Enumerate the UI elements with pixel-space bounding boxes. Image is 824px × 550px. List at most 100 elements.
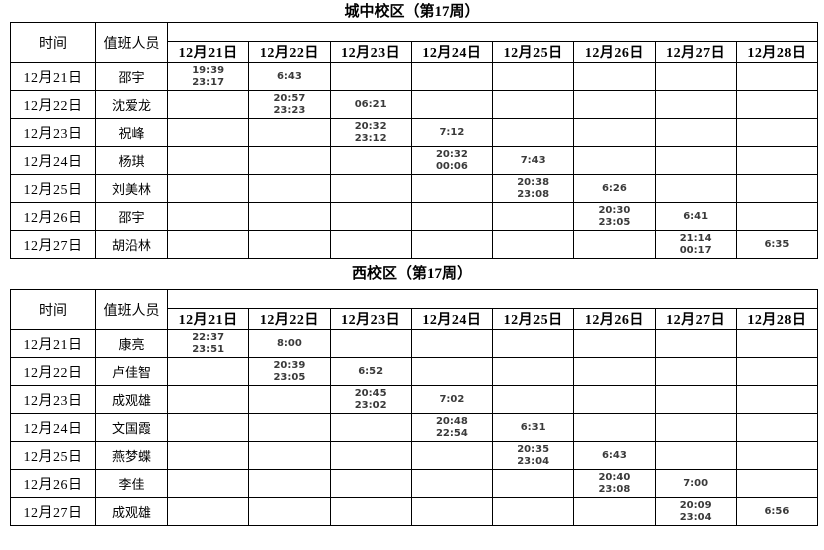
duty-row: 12月21日 邵宇 19:39 23:17 6:43 xyxy=(10,62,819,91)
person-cell: 成观雄 xyxy=(95,497,168,526)
empty-cell xyxy=(410,441,494,470)
empty-cell xyxy=(573,385,656,414)
empty-cell xyxy=(248,497,331,526)
empty-cell xyxy=(654,385,737,414)
empty-cell xyxy=(410,230,494,259)
empty-cell xyxy=(491,118,575,147)
empty-cell xyxy=(735,469,819,498)
time-cell: 6:56 xyxy=(735,497,819,526)
date-column-header: 12月25日 xyxy=(491,41,575,63)
duty-row: 12月26日 邵宇 20:30 23:05 6:41 xyxy=(10,202,819,231)
duty-row: 12月21日 康亮 22:37 23:51 8:00 xyxy=(10,329,819,358)
date-column-header: 12月23日 xyxy=(329,41,412,63)
person-column-header: 值班人员 xyxy=(95,289,168,330)
time-cell: 6:41 xyxy=(654,202,737,231)
time-cell: 20:30 23:05 xyxy=(573,202,656,231)
empty-cell xyxy=(329,441,412,470)
time-cell: 20:57 23:23 xyxy=(248,90,331,119)
date-column-header: 12月22日 xyxy=(248,308,331,330)
empty-cell xyxy=(166,118,250,147)
empty-cell xyxy=(573,62,656,91)
empty-cell xyxy=(410,469,494,498)
empty-cell xyxy=(735,441,819,470)
person-cell: 燕梦蝶 xyxy=(95,441,168,470)
duty-row: 12月22日 卢佳智 20:39 23:05 6:52 xyxy=(10,357,819,386)
empty-cell xyxy=(735,202,819,231)
empty-cell xyxy=(573,90,656,119)
empty-cell xyxy=(248,230,331,259)
time-cell: 6:52 xyxy=(329,357,412,386)
header-spacer-row: 时间 值班人员 xyxy=(10,289,818,330)
time-cell: 6:26 xyxy=(573,174,656,203)
empty-cell xyxy=(166,441,250,470)
empty-cell xyxy=(654,441,737,470)
time-cell: 6:43 xyxy=(248,62,331,91)
duty-row: 12月24日 文国霞 20:48 22:54 6:31 xyxy=(10,413,819,442)
duty-row: 12月24日 杨琪 20:32 00:06 7:43 xyxy=(10,146,819,175)
duty-row: 12月22日 沈爱龙 20:57 23:23 06:21 xyxy=(10,90,819,119)
empty-cell xyxy=(329,146,412,175)
empty-cell xyxy=(248,118,331,147)
date-column-header: 12月27日 xyxy=(654,41,737,63)
person-cell: 康亮 xyxy=(95,329,168,358)
empty-cell xyxy=(410,90,494,119)
empty-cell xyxy=(329,62,412,91)
row-date-cell: 12月26日 xyxy=(10,202,96,231)
date-column-header: 12月26日 xyxy=(573,308,656,330)
date-column-header: 12月27日 xyxy=(654,308,737,330)
row-date-cell: 12月23日 xyxy=(10,118,96,147)
person-cell: 李佳 xyxy=(95,469,168,498)
header-spacer-row: 时间 值班人员 xyxy=(10,22,818,63)
empty-cell xyxy=(654,174,737,203)
duty-row: 12月26日 李佳 20:40 23:08 7:00 xyxy=(10,469,819,498)
time-cell: 20:48 22:54 xyxy=(410,413,494,442)
empty-cell xyxy=(166,146,250,175)
empty-cell xyxy=(329,413,412,442)
empty-cell xyxy=(654,329,737,358)
empty-cell xyxy=(654,62,737,91)
time-cell: 7:43 xyxy=(491,146,575,175)
duty-table-city-center: 时间 值班人员 12月21日 12月22日 12月23日 12月24日 12月25日 12… xyxy=(10,22,819,259)
row-date-cell: 12月27日 xyxy=(10,497,96,526)
time-cell: 7:12 xyxy=(410,118,494,147)
row-date-cell: 12月21日 xyxy=(10,329,96,358)
date-column-header: 12月21日 xyxy=(166,41,250,63)
duty-row: 12月23日 祝峰 20:32 23:12 7:12 xyxy=(10,118,819,147)
time-cell: 19:39 23:17 xyxy=(166,62,250,91)
empty-cell xyxy=(654,90,737,119)
empty-cell xyxy=(573,497,656,526)
time-cell: 8:00 xyxy=(248,329,331,358)
empty-cell xyxy=(166,202,250,231)
empty-cell xyxy=(654,357,737,386)
empty-cell xyxy=(573,118,656,147)
header-spacer-cell xyxy=(167,289,818,309)
person-cell: 卢佳智 xyxy=(95,357,168,386)
time-cell: 7:00 xyxy=(654,469,737,498)
empty-cell xyxy=(166,385,250,414)
empty-cell xyxy=(491,497,575,526)
empty-cell xyxy=(410,497,494,526)
time-cell: 20:32 00:06 xyxy=(410,146,494,175)
empty-cell xyxy=(410,62,494,91)
time-cell: 06:21 xyxy=(329,90,412,119)
duty-row: 12月27日 胡沿林 21:14 00:17 6:35 xyxy=(10,230,819,259)
time-cell: 6:43 xyxy=(573,441,656,470)
person-cell: 沈爱龙 xyxy=(95,90,168,119)
time-cell: 20:09 23:04 xyxy=(654,497,737,526)
empty-cell xyxy=(654,118,737,147)
date-header-row: 12月21日 12月22日 12月23日 12月24日 12月25日 12月26日 12月2… xyxy=(11,308,819,330)
person-cell: 胡沿林 xyxy=(95,230,168,259)
duty-row: 12月25日 刘美林 20:38 23:08 6:26 xyxy=(10,174,819,203)
empty-cell xyxy=(491,62,575,91)
person-cell: 成观雄 xyxy=(95,385,168,414)
empty-cell xyxy=(491,357,575,386)
person-cell: 祝峰 xyxy=(95,118,168,147)
empty-cell xyxy=(410,174,494,203)
date-column-header: 12月24日 xyxy=(410,308,494,330)
empty-cell xyxy=(248,469,331,498)
time-cell: 20:38 23:08 xyxy=(491,174,575,203)
empty-cell xyxy=(735,413,819,442)
empty-cell xyxy=(166,90,250,119)
time-cell: 21:14 00:17 xyxy=(654,230,737,259)
row-date-cell: 12月25日 xyxy=(10,441,96,470)
